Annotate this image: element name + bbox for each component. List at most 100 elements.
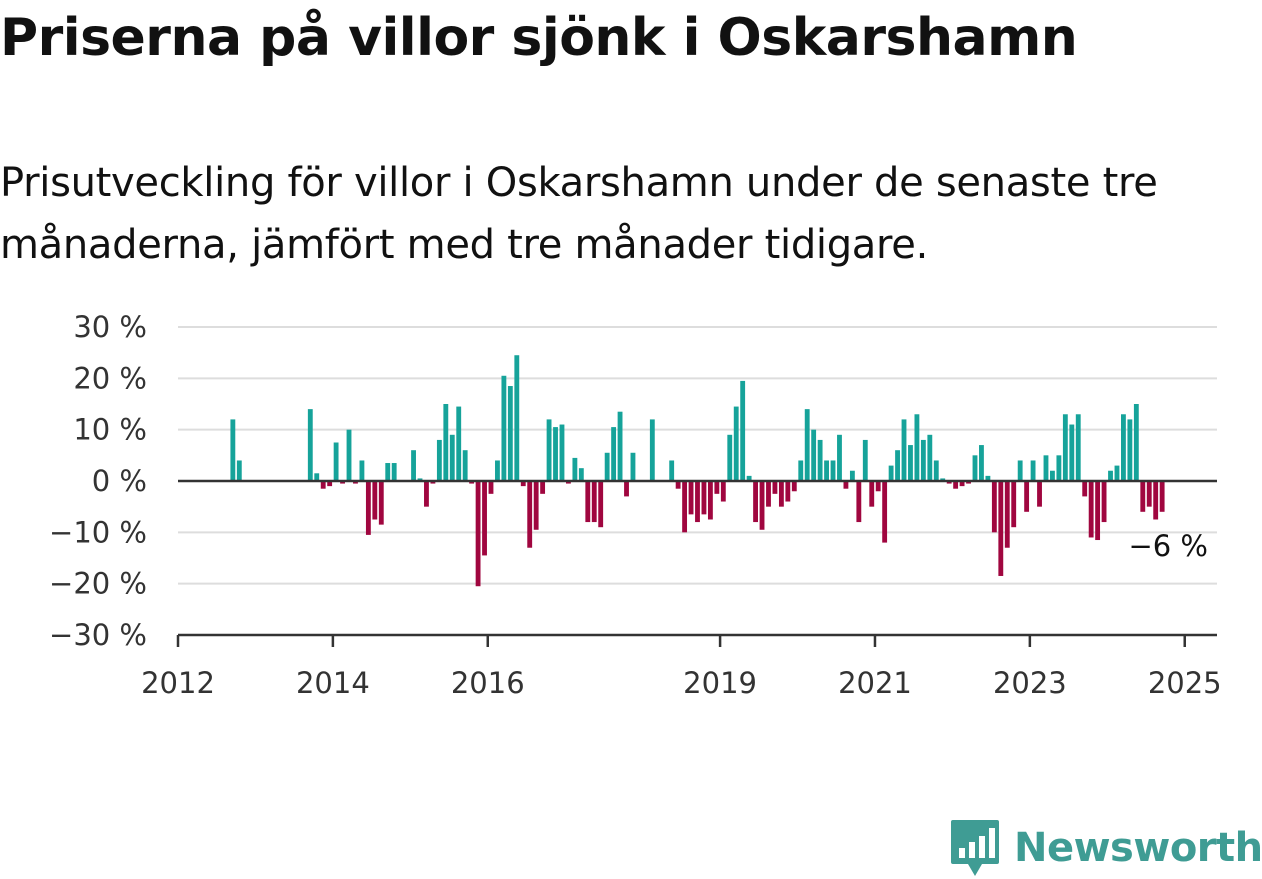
bar	[695, 481, 700, 523]
bar	[753, 481, 758, 523]
bar	[914, 414, 920, 481]
x-tick-label: 2019	[683, 666, 757, 700]
bar	[785, 481, 791, 502]
bar	[920, 439, 926, 481]
bar	[908, 445, 913, 481]
bar	[372, 481, 378, 520]
bar	[766, 481, 771, 507]
newsworthy-logo: Newsworthy	[950, 818, 1262, 878]
bar	[817, 439, 823, 481]
bar	[1101, 481, 1107, 523]
bar	[456, 406, 462, 481]
bar	[378, 481, 384, 525]
bar	[585, 481, 591, 523]
y-tick-label: −10 %	[49, 515, 147, 549]
bar	[314, 473, 320, 481]
bar	[849, 470, 855, 481]
bar	[1004, 481, 1010, 548]
bar	[972, 455, 978, 481]
bar	[811, 429, 817, 481]
bar	[682, 481, 688, 533]
bar	[927, 434, 933, 481]
bar	[411, 450, 416, 481]
bar	[462, 450, 468, 481]
brand-name: Newsworthy	[1014, 825, 1262, 871]
bar	[649, 419, 655, 481]
bar	[1127, 419, 1133, 481]
bar	[1043, 455, 1049, 481]
tick-labels: 30 % 20 % 10 % 0 % −10 % −20 % −30 % 2012 2014 20…	[49, 310, 1222, 700]
bar	[959, 481, 965, 487]
bar	[346, 429, 352, 481]
bar	[1017, 460, 1023, 481]
bar	[740, 380, 746, 481]
bar	[953, 481, 959, 489]
bar	[979, 445, 984, 481]
bar	[611, 427, 617, 481]
bar	[778, 481, 784, 507]
bar	[759, 481, 765, 530]
bar	[946, 481, 952, 484]
bar	[598, 481, 604, 528]
bar	[514, 355, 520, 481]
bar	[230, 419, 236, 481]
bar	[669, 460, 675, 481]
bar	[553, 427, 558, 481]
bar	[417, 478, 423, 481]
bar	[727, 434, 733, 481]
bar	[1037, 481, 1042, 507]
bar	[1011, 481, 1017, 528]
bar	[875, 481, 881, 492]
bar	[798, 460, 804, 481]
bar	[1030, 460, 1036, 481]
bar-chart: 30 % 20 % 10 % 0 % −10 % −20 % −30 % 2012 2014 20…	[49, 310, 1222, 700]
bar	[1088, 481, 1094, 538]
x-tick-label: 2025	[1148, 666, 1222, 700]
bar	[1069, 424, 1075, 481]
bar	[424, 481, 429, 507]
bar	[527, 481, 533, 548]
bars	[230, 355, 1165, 587]
bar	[1056, 455, 1062, 481]
bar	[862, 439, 868, 481]
bar	[449, 434, 455, 481]
x-tick-label: 2023	[993, 666, 1067, 700]
bar	[630, 452, 636, 481]
bar	[998, 481, 1004, 576]
bar	[443, 404, 449, 481]
bar	[1153, 481, 1159, 520]
bar	[1146, 481, 1152, 507]
bar	[359, 460, 365, 481]
bar	[1062, 414, 1068, 481]
bar	[482, 481, 487, 556]
bar	[475, 481, 481, 587]
bar	[540, 481, 546, 494]
bar	[791, 481, 797, 492]
newsworthy-logo-icon	[951, 820, 999, 876]
bar	[707, 481, 713, 520]
x-tick-label: 2012	[141, 666, 215, 700]
bar	[940, 478, 946, 481]
bar	[1108, 470, 1113, 481]
bar	[501, 375, 507, 481]
bar	[888, 465, 894, 481]
bar	[1082, 481, 1088, 497]
bar	[236, 460, 242, 481]
bar	[436, 439, 442, 481]
bar	[895, 450, 900, 481]
bar	[733, 406, 739, 481]
bar	[882, 481, 888, 543]
bar	[966, 481, 971, 484]
bar	[604, 452, 610, 481]
bar	[320, 481, 326, 489]
x-tick-label: 2016	[451, 666, 525, 700]
bar	[340, 481, 345, 484]
bar	[591, 481, 597, 523]
bar	[1121, 414, 1126, 481]
bar	[901, 419, 907, 481]
bar	[985, 475, 991, 481]
bar	[714, 481, 720, 494]
bar	[824, 460, 829, 481]
y-tick-label: 0 %	[92, 464, 147, 498]
bar	[391, 463, 397, 481]
